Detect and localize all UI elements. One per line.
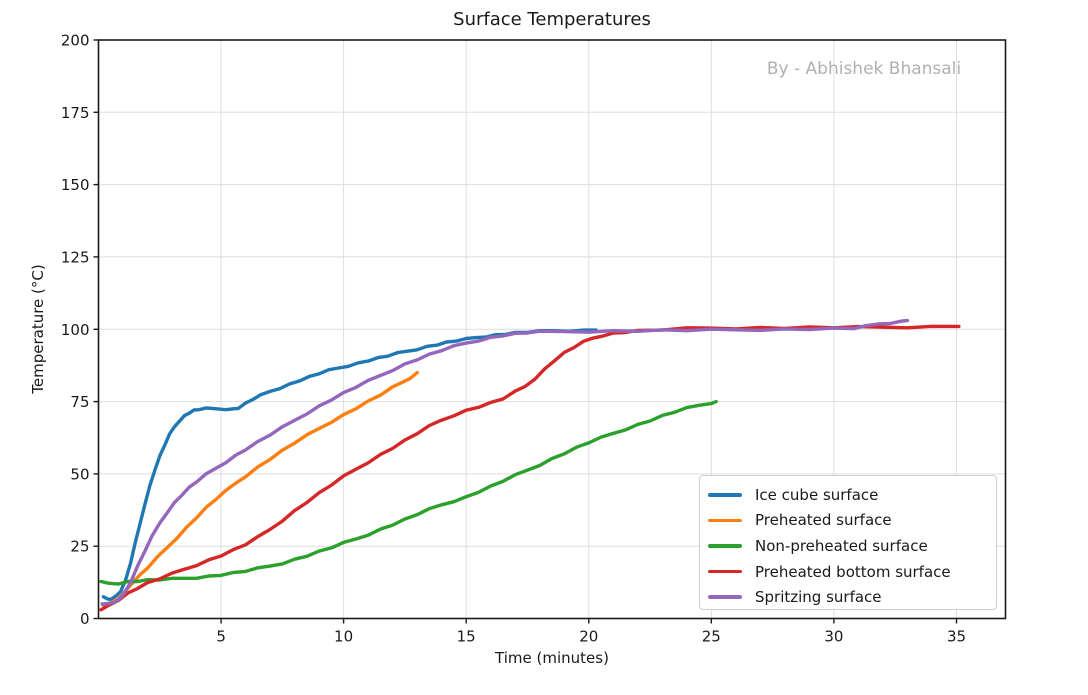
y-tick-label: 150 [61,176,90,194]
legend-line-swatch [708,544,742,548]
y-tick-label: 75 [70,393,89,411]
series-line [101,328,598,602]
legend-item: Non-preheated surface [708,533,996,559]
series-line [100,318,910,606]
x-tick-label: 20 [579,628,598,646]
legend-item: Spritzing surface [708,584,996,610]
y-tick-label: 100 [61,321,90,339]
x-tick-label: 15 [457,628,476,646]
legend-line-swatch [708,595,742,599]
legend-label: Ice cube surface [755,485,879,504]
legend-line-swatch [708,569,742,574]
x-tick-label: 30 [824,628,843,646]
legend-label: Preheated surface [755,511,892,530]
legend-item: Preheated bottom surface [708,559,996,585]
watermark-text: By - Abhishek Bhansali [766,59,962,79]
chart-title: Surface Temperatures [453,9,651,30]
y-tick-label: 200 [61,32,90,50]
legend-item: Ice cube surface [708,482,996,508]
y-tick-label: 125 [61,248,90,266]
legend-line-swatch [708,518,742,523]
series-line [101,370,419,608]
x-tick-label: 10 [334,628,353,646]
legend-label: Preheated bottom surface [755,562,951,581]
x-tick-label: 35 [947,628,966,646]
x-tick-label: 25 [702,628,721,646]
legend-label: Spritzing surface [755,588,882,607]
series-line [99,399,718,586]
y-tick-label: 0 [80,610,90,628]
legend-line-swatch [708,493,742,497]
x-axis-label: Time (minutes) [495,649,609,667]
legend: Ice cube surface Preheated surface Non-pre… [699,475,997,610]
y-axis-label: Temperature (°C) [29,264,47,394]
y-tick-label: 50 [70,465,89,483]
y-tick-label: 175 [61,104,90,122]
legend-label: Non-preheated surface [755,536,928,555]
y-tick-label: 25 [70,538,89,556]
legend-item: Preheated surface [708,508,996,534]
x-tick-label: 5 [216,628,226,646]
